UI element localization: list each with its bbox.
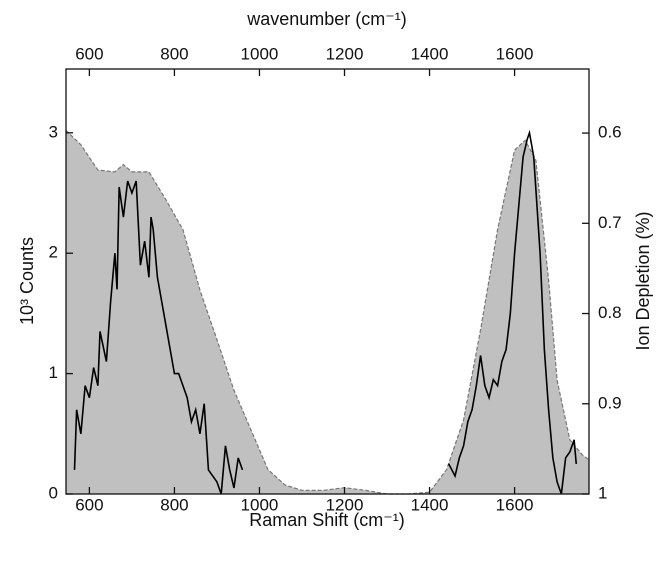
x2-tick-label: 1000 (241, 44, 279, 63)
x2-tick-label: 600 (75, 44, 103, 63)
y-axis-title: 10³ Counts (17, 237, 37, 325)
y2-tick-label: 1 (598, 483, 607, 502)
x2-tick-label: 1400 (411, 44, 449, 63)
plot-frame (65, 68, 590, 495)
x2-tick-label: 800 (160, 44, 188, 63)
y-tick-label: 0 (49, 483, 58, 502)
y2-tick-label: 0.7 (598, 213, 622, 232)
x-tick-label: 1600 (496, 495, 534, 514)
x-tick-label: 600 (75, 495, 103, 514)
y-tick-label: 3 (49, 122, 58, 141)
x-tick-label: 1200 (326, 495, 364, 514)
x-tick-label: 1400 (411, 495, 449, 514)
y-tick-label: 1 (49, 363, 58, 382)
line (73, 129, 578, 495)
x-tick-label: 800 (160, 495, 188, 514)
y-tick-label: 2 (49, 243, 58, 262)
x2-tick-label: 1600 (496, 44, 534, 63)
x-axis-title: Raman Shift (cm⁻¹) (249, 510, 405, 530)
area-edge (65, 129, 590, 495)
x2-axis-title: wavenumber (cm⁻¹) (246, 9, 407, 29)
y2-tick-label: 0.8 (598, 303, 622, 322)
y2-axis-title: Ion Depletion (%) (633, 211, 653, 350)
x-tick-label: 1000 (241, 495, 279, 514)
y2-tick-label: 0.6 (598, 123, 622, 142)
area (66, 130, 589, 494)
y2-tick-label: 0.9 (598, 393, 622, 412)
x2-tick-label: 1200 (326, 44, 364, 63)
